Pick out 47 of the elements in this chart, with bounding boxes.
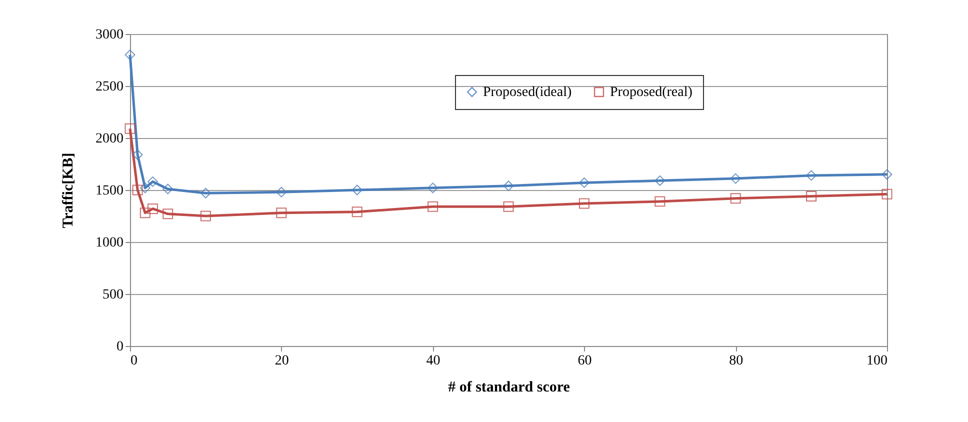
y-tick-label: 2000 — [96, 132, 124, 146]
y-axis-title: Traffic[KB] — [60, 152, 76, 228]
point — [578, 198, 590, 209]
y-tick-label: 500 — [102, 288, 124, 302]
point — [124, 50, 136, 60]
point — [147, 176, 158, 187]
point — [730, 193, 741, 204]
point — [428, 182, 438, 194]
point — [147, 203, 158, 214]
point — [276, 208, 287, 218]
point — [730, 173, 741, 184]
x-tick-label: 0 — [130, 354, 138, 368]
point — [806, 170, 817, 181]
point — [132, 184, 143, 196]
point — [503, 201, 514, 212]
point — [352, 206, 362, 218]
point — [882, 188, 892, 200]
y-tick-label: 3000 — [96, 28, 124, 42]
point — [140, 208, 150, 218]
point — [352, 184, 362, 196]
point — [276, 186, 287, 198]
point — [200, 210, 211, 222]
point — [654, 196, 666, 207]
point — [162, 208, 174, 220]
point — [806, 190, 817, 202]
y-tick-label: 0 — [116, 340, 124, 354]
point — [654, 175, 666, 186]
point — [162, 184, 174, 194]
x-axis-title: # of standard score — [448, 380, 570, 396]
x-tick-label: 80 — [729, 354, 744, 368]
point — [140, 182, 150, 194]
point — [503, 180, 514, 192]
point — [428, 201, 438, 212]
point — [578, 177, 590, 188]
y-tick-label: 1000 — [96, 236, 124, 250]
x-tick-label: 40 — [426, 354, 440, 368]
x-tick-label: 20 — [274, 354, 289, 368]
point — [882, 169, 892, 180]
legend-label: Proposed(real) — [610, 85, 693, 100]
x-tick-label: 100 — [866, 354, 888, 368]
legend-label: Proposed(ideal) — [483, 85, 572, 100]
point — [132, 149, 143, 160]
point — [124, 123, 136, 134]
point — [200, 188, 211, 198]
y-tick-label: 2500 — [96, 80, 124, 94]
y-tick-label: 1500 — [96, 184, 124, 198]
x-tick-label: 60 — [578, 354, 592, 368]
